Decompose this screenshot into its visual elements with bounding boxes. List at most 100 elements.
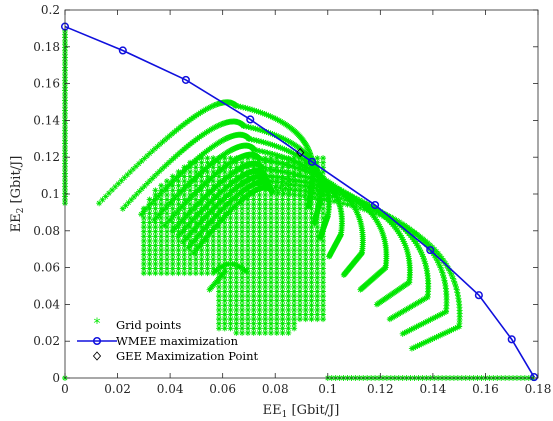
grid-point bbox=[221, 279, 228, 286]
grid-point bbox=[283, 161, 290, 168]
grid-point bbox=[218, 121, 225, 128]
y-axis-title: EE2 [Gbit/J] bbox=[9, 156, 26, 233]
grid-point bbox=[273, 256, 280, 263]
grid-point bbox=[308, 205, 315, 212]
grid-point bbox=[296, 293, 303, 300]
grid-point bbox=[305, 146, 312, 153]
grid-point bbox=[285, 311, 292, 318]
grid-point bbox=[233, 306, 240, 313]
wmee-point bbox=[118, 46, 127, 55]
grid-point bbox=[181, 173, 188, 180]
grid-point bbox=[152, 191, 159, 198]
grid-point bbox=[227, 311, 234, 318]
grid-point bbox=[244, 173, 251, 180]
grid-point bbox=[140, 214, 147, 221]
grid-point bbox=[215, 122, 222, 129]
grid-point bbox=[291, 325, 298, 332]
grid-point bbox=[301, 193, 308, 200]
grid-point bbox=[253, 108, 260, 115]
grid-point bbox=[279, 274, 286, 281]
grid-point bbox=[202, 106, 209, 113]
grid-point bbox=[262, 302, 269, 309]
grid-point bbox=[320, 247, 327, 254]
grid-point bbox=[175, 265, 182, 272]
grid-point bbox=[437, 311, 444, 318]
grid-point bbox=[233, 210, 240, 217]
wmee-line bbox=[64, 25, 535, 378]
grid-point bbox=[285, 228, 292, 235]
grid-point bbox=[411, 324, 418, 331]
grid-point bbox=[128, 196, 135, 203]
grid-point bbox=[162, 185, 169, 192]
grid-point bbox=[357, 218, 364, 225]
grid-point bbox=[373, 218, 380, 225]
grid-point bbox=[239, 293, 246, 300]
grid-point bbox=[227, 178, 234, 185]
grid-point bbox=[164, 219, 171, 226]
grid-point bbox=[239, 205, 246, 212]
grid-point bbox=[198, 214, 205, 221]
grid-point bbox=[279, 256, 286, 263]
grid-point bbox=[210, 164, 217, 171]
grid-point bbox=[286, 190, 293, 197]
grid-point bbox=[308, 297, 315, 304]
grid-point bbox=[215, 247, 222, 254]
grid-point bbox=[311, 220, 318, 227]
grid-point bbox=[153, 195, 159, 202]
grid-point bbox=[239, 159, 246, 166]
grid-point bbox=[250, 283, 257, 290]
grid-point bbox=[416, 246, 423, 253]
grid-point bbox=[308, 233, 315, 240]
grid-point bbox=[304, 145, 311, 152]
grid-point bbox=[156, 168, 163, 175]
grid-point bbox=[256, 201, 263, 208]
grid-point bbox=[204, 256, 211, 263]
grid-point bbox=[427, 336, 434, 343]
grid-point bbox=[427, 242, 434, 249]
grid-point bbox=[149, 175, 156, 182]
grid-point bbox=[291, 237, 298, 244]
grid-point bbox=[291, 233, 298, 240]
grid-point bbox=[144, 152, 151, 159]
grid-point bbox=[184, 234, 191, 241]
grid-point bbox=[105, 190, 112, 197]
grid-point bbox=[227, 288, 234, 295]
grid-point bbox=[244, 279, 251, 286]
grid-point bbox=[256, 228, 263, 235]
grid-point bbox=[246, 106, 253, 113]
grid-point bbox=[425, 337, 432, 344]
grid-point bbox=[279, 279, 286, 286]
grid-point bbox=[206, 127, 213, 134]
grid-point bbox=[152, 205, 159, 212]
grid-point bbox=[424, 338, 431, 345]
grid-point bbox=[302, 274, 309, 281]
grid-point bbox=[163, 204, 170, 211]
y-tick-label: 0.12 bbox=[33, 150, 60, 164]
grid-point bbox=[130, 166, 137, 173]
grid-point bbox=[233, 242, 240, 249]
grid-point bbox=[357, 286, 364, 293]
grid-point bbox=[175, 242, 182, 249]
grid-point bbox=[331, 184, 338, 191]
wmee-point bbox=[181, 75, 190, 84]
grid-point bbox=[275, 144, 282, 151]
grid-point bbox=[273, 306, 280, 313]
grid-point bbox=[250, 247, 257, 254]
grid-point bbox=[434, 257, 441, 264]
grid-point bbox=[268, 210, 275, 217]
grid-point bbox=[291, 242, 298, 249]
grid-point bbox=[275, 133, 282, 140]
grid-point bbox=[118, 177, 125, 184]
grid-point bbox=[233, 325, 240, 332]
grid-point bbox=[204, 247, 211, 254]
grid-point bbox=[361, 202, 368, 209]
grid-point bbox=[169, 242, 176, 249]
grid-point bbox=[451, 278, 458, 285]
grid-point bbox=[163, 260, 170, 267]
grid-point bbox=[215, 164, 222, 171]
grid-point bbox=[158, 201, 165, 208]
grid-point bbox=[320, 283, 327, 290]
grid-point bbox=[227, 237, 234, 244]
grid-point bbox=[187, 201, 194, 208]
grid-point bbox=[221, 316, 228, 323]
